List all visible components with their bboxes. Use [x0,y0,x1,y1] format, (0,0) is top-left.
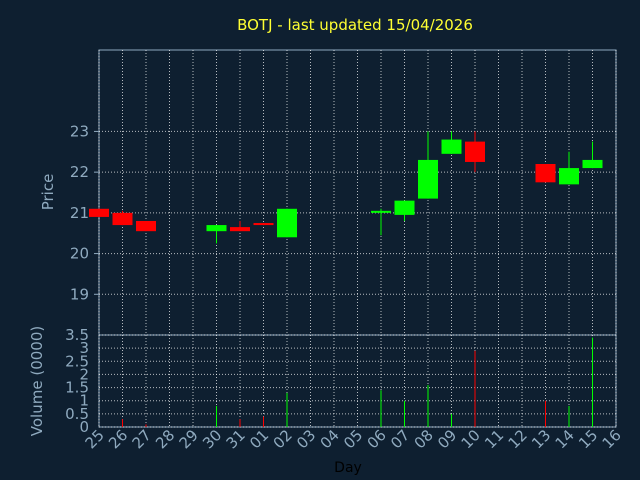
x-ticks: 2526272829303101020304050607080910111213… [82,426,625,452]
candle-body [277,208,297,238]
price-panel: 19 20 21 22 23 Price [39,49,617,336]
volume-tick-label: 0 [79,418,89,436]
volume-y-ticks: 00.511.522.533.5 [65,326,89,436]
price-tick-label: 19 [70,285,89,303]
candle-body [89,208,109,217]
volume-tick-label: 3.5 [65,326,89,344]
volume-axis-label: Volume (0000) [28,326,46,436]
x-axis-label: Day [334,460,362,476]
candle-body [371,210,391,213]
price-grid [98,50,617,335]
volume-bars [122,337,593,427]
price-tick-label: 20 [70,245,89,263]
volume-panel: 00.511.522.533.5 Volume (0000) [28,326,617,436]
price-tick-label: 21 [70,204,89,222]
price-axis-label: Price [39,174,57,211]
candles [89,131,603,244]
price-tick-label: 23 [70,122,89,140]
volume-tick-label: 1.5 [65,379,89,397]
candle-body [559,168,579,185]
candle-body [230,227,250,232]
candle-body [441,139,462,154]
candle-body [535,164,556,183]
volume-tick-label: 2 [79,365,89,383]
candle-body [253,223,274,226]
candle-body [136,221,156,232]
candle-body [465,141,485,162]
volume-tick-label: 3 [79,339,89,357]
candle-body [206,225,227,232]
chart-title: BOTJ - last updated 15/04/2026 [237,16,473,34]
volume-tick-label: 2.5 [65,352,89,370]
candle-body [418,159,438,199]
candle-body [112,212,133,226]
volume-tick-label: 0.5 [65,405,89,423]
price-tick-label: 22 [70,163,89,181]
candle-body [394,200,415,215]
volume-tick-label: 1 [79,392,89,410]
price-y-ticks: 19 20 21 22 23 [70,122,99,303]
candle-body [582,159,603,169]
